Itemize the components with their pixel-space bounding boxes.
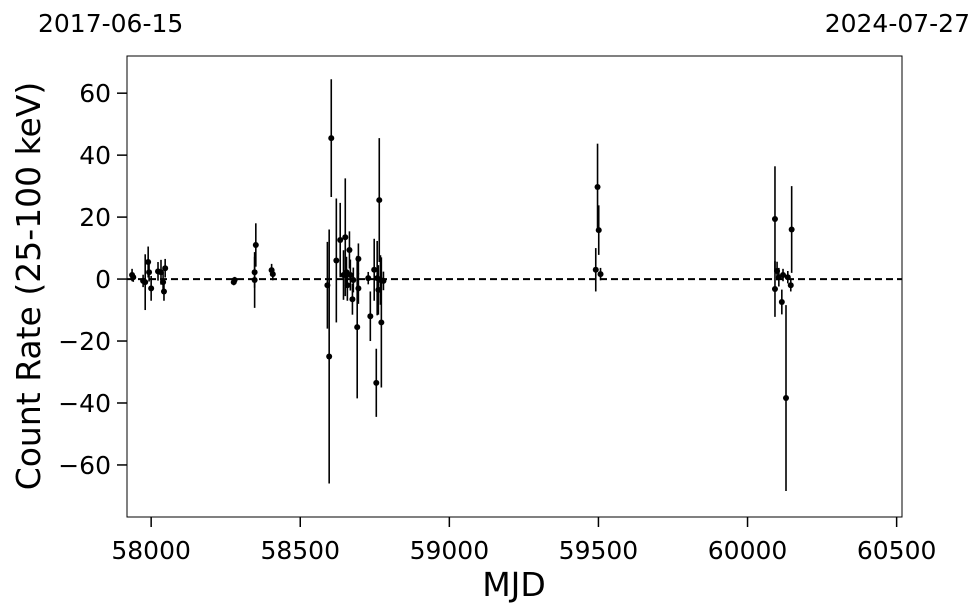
annotation-left: 2017-06-15 bbox=[38, 9, 183, 38]
data-point bbox=[252, 241, 259, 248]
data-point bbox=[771, 215, 778, 222]
data-point bbox=[160, 279, 167, 286]
y-axis-label: Count Rate (25-100 keV) bbox=[9, 82, 48, 491]
x-tick-label: 60500 bbox=[857, 536, 937, 565]
data-point bbox=[787, 282, 794, 289]
data-point bbox=[355, 285, 362, 292]
data-point bbox=[337, 237, 344, 244]
data-point bbox=[130, 274, 137, 281]
data-point bbox=[231, 276, 238, 283]
x-tick-label: 58500 bbox=[260, 536, 340, 565]
y-tick-label: −40 bbox=[58, 389, 111, 418]
data-point bbox=[367, 313, 374, 320]
plot-frame bbox=[126, 55, 903, 518]
data-point bbox=[778, 298, 785, 305]
y-tick-label: −60 bbox=[58, 451, 111, 480]
x-axis-label: MJD bbox=[482, 565, 546, 604]
data-point bbox=[774, 268, 781, 275]
data-point bbox=[328, 135, 335, 142]
data-point bbox=[788, 226, 795, 233]
data-point bbox=[160, 288, 167, 295]
y-tick-label: 20 bbox=[79, 203, 111, 232]
data-point bbox=[354, 324, 361, 331]
data-point bbox=[378, 319, 385, 326]
data-point bbox=[375, 286, 382, 293]
data-point bbox=[333, 257, 340, 264]
data-point bbox=[373, 379, 380, 386]
data-point bbox=[251, 269, 258, 276]
data-point bbox=[269, 271, 276, 278]
x-tick-label: 59500 bbox=[559, 536, 639, 565]
data-point bbox=[597, 271, 604, 278]
annotation-right: 2024-07-27 bbox=[825, 9, 970, 38]
data-point bbox=[324, 282, 331, 289]
data-point bbox=[350, 276, 357, 283]
data-point bbox=[344, 282, 351, 289]
data-point bbox=[594, 184, 601, 191]
x-tick-label: 60000 bbox=[708, 536, 788, 565]
data-point bbox=[784, 274, 791, 281]
data-point bbox=[783, 395, 790, 402]
data-point bbox=[376, 197, 383, 204]
data-point bbox=[349, 296, 356, 303]
data-point bbox=[162, 265, 169, 272]
data-point bbox=[347, 272, 354, 279]
y-tick-label: 0 bbox=[95, 265, 111, 294]
data-point bbox=[251, 276, 258, 283]
x-tick-label: 58000 bbox=[111, 536, 191, 565]
data-point bbox=[148, 285, 155, 292]
data-point bbox=[342, 234, 349, 241]
y-tick-label: 60 bbox=[79, 79, 111, 108]
data-point bbox=[371, 266, 378, 273]
data-point bbox=[771, 285, 778, 292]
data-point bbox=[142, 279, 149, 286]
x-tick-label: 59000 bbox=[410, 536, 490, 565]
data-point bbox=[595, 227, 602, 234]
data-point bbox=[145, 259, 152, 266]
data-point bbox=[146, 269, 153, 276]
y-tick-label: 40 bbox=[79, 141, 111, 170]
data-point bbox=[365, 275, 372, 282]
data-point bbox=[780, 272, 787, 279]
data-point bbox=[346, 246, 353, 253]
y-tick-label: −20 bbox=[58, 327, 111, 356]
data-point bbox=[380, 277, 387, 284]
data-point bbox=[355, 255, 362, 262]
data-point bbox=[326, 353, 333, 360]
data-point bbox=[592, 266, 599, 273]
data-point bbox=[157, 269, 164, 276]
